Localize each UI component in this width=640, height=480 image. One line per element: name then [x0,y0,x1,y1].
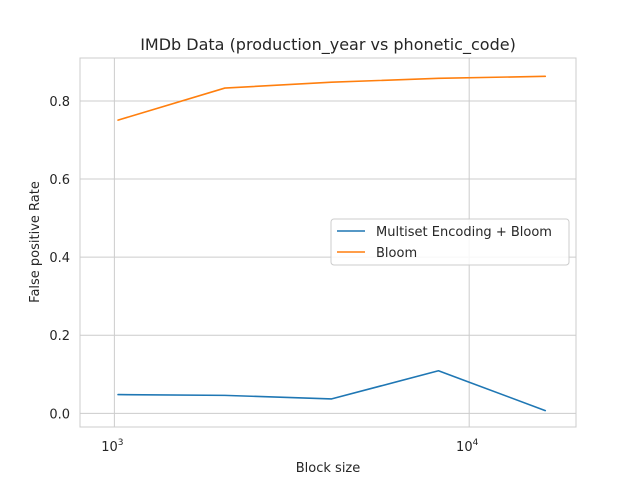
plot-area-frame [79,57,577,428]
x-axis-label: Block size [296,461,361,476]
x-tick-label: 103 [101,438,123,455]
y-tick-label: 0.2 [49,329,70,344]
series-line-1 [117,75,547,121]
y-tick-label: 0.6 [49,173,70,188]
legend-label-0: Multiset Encoding + Bloom [376,225,552,240]
y-tick-label: 0.8 [49,95,70,110]
grid-lines [80,58,576,427]
x-tick-label: 104 [456,438,479,455]
legend: Multiset Encoding + Bloom Bloom [330,218,570,266]
chart-title: IMDb Data (production_year vs phonetic_c… [140,35,516,55]
y-tick-label: 0.4 [49,251,70,266]
legend-label-1: Bloom [376,246,417,261]
y-tick-labels: 0.0 0.2 0.4 0.6 0.8 [49,95,70,422]
legend-box [330,218,570,266]
series-layer [117,75,547,412]
y-axis-label: False positive Rate [28,181,43,303]
x-tick-labels: 103 104 [101,438,478,455]
series-line-0 [117,369,547,412]
y-tick-label: 0.0 [49,407,70,422]
